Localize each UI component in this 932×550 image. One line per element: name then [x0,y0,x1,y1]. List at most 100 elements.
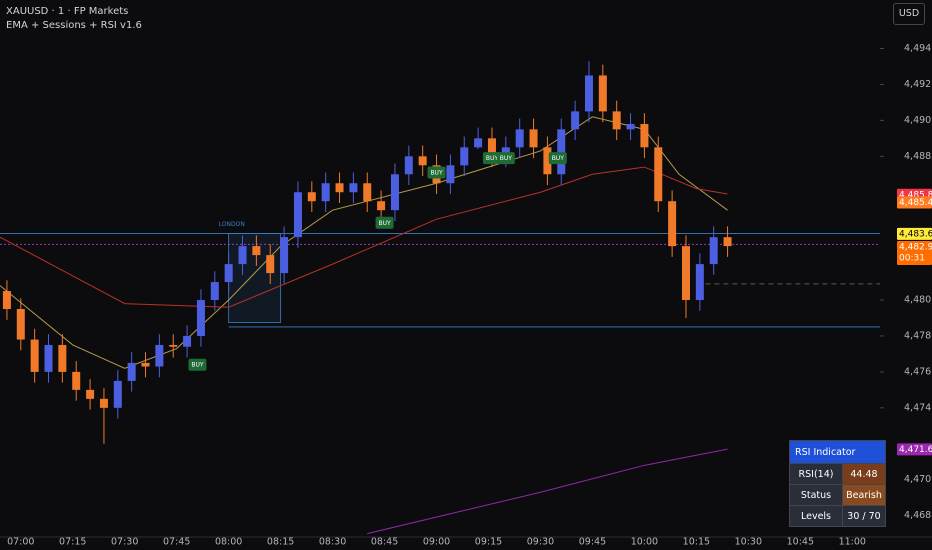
rsi-key: Levels [789,505,843,527]
rsi-key: RSI(14) [789,463,843,485]
signal-box [427,166,446,179]
price-label: 4,485.86 [899,190,932,200]
candle-body [293,192,302,238]
signal-box [482,152,501,165]
price-label-box [897,227,932,240]
x-tick-label: 07:45 [163,537,190,548]
candle-body [86,389,95,399]
price-label: 4,485.43 [899,198,932,208]
candle-body [598,75,607,112]
x-tick-label: 09:15 [475,537,502,548]
candle-body [557,129,566,175]
candle-body [252,246,261,256]
currency-button[interactable]: USD [893,3,925,25]
price-label: 4,482.95 [899,243,932,253]
x-tick-label: 08:45 [371,537,398,548]
signal-label: BUY [552,155,565,162]
candle-body [390,174,399,211]
candle-body [183,335,192,347]
signal-label: BUY [500,155,513,162]
candle-body [377,201,386,211]
candle-body [501,147,510,157]
candle-body [446,165,455,184]
y-tick-label: 4,478.00 [904,330,932,341]
x-tick-label: 07:00 [7,537,34,548]
candle-body [474,138,483,148]
candle-body [695,264,704,301]
candle-body [335,183,344,193]
candle-body [169,344,178,347]
candle-body [58,344,67,372]
rsi-key: Status [789,484,843,506]
y-tick-label: 4,474.00 [904,402,932,413]
signal-label: BUY [430,169,443,176]
y-tick-label: 4,470.00 [904,474,932,485]
x-tick-label: 10:30 [735,537,762,548]
x-tick-label: 08:15 [267,537,294,548]
candle-body [266,255,275,274]
candle-body [626,123,635,130]
signal-box [188,358,207,371]
y-tick-label: 4,490.00 [904,115,932,126]
symbol: XAUUSD · 1 · FP Markets [6,6,129,17]
rsi-title: RSI Indicator [789,440,886,464]
candle-body [571,111,580,130]
candle-body [612,111,621,130]
indicator-line [367,448,728,535]
x-tick-label: 07:30 [111,537,138,548]
x-tick-label: 09:00 [423,537,450,548]
candle-body [640,123,649,148]
x-tick-label: 11:00 [839,537,866,548]
candle-body [349,183,358,193]
candle-body [681,246,690,301]
signal-label: BUY [378,220,391,227]
price-label-box [897,241,932,266]
candle-body [723,237,732,247]
candle-body [321,183,330,202]
candle-body [280,237,289,274]
x-tick-label: 09:30 [527,537,554,548]
y-tick-label: 4,480.00 [904,295,932,306]
signal-label: BUY [486,155,499,162]
indicator-line [0,166,728,308]
price-label: 4,483.68 [899,229,932,239]
candle-body [99,398,108,408]
rsi-table: RSI Indicator RSI(14) 44.48 Status Bearish… [789,440,886,527]
candle-body [584,75,593,112]
x-tick-label: 07:15 [59,537,86,548]
candle-body [30,339,39,372]
x-tick-label: 09:45 [579,537,606,548]
y-tick-label: 4,476.00 [904,366,932,377]
candle-body [668,201,677,247]
candle-body [2,291,11,310]
candle-body [16,309,25,340]
price-label: 4,471.69 [899,445,932,455]
candle-body [238,246,247,265]
candle-body [127,362,136,381]
x-tick-label: 10:15 [683,537,710,548]
header: XAUUSD · 1 · FP Markets EMA + Sessions +… [6,5,142,33]
signal-box [496,152,515,165]
price-countdown: 00:31 [899,254,925,264]
candle-body [460,147,469,166]
signal-box [375,216,394,229]
candle-body [709,237,718,265]
candle-body [72,371,81,390]
signal-label: BUY [191,362,204,369]
candle-body [224,264,233,283]
candle-body [529,129,538,148]
candle-body [113,380,122,408]
candle-body [196,300,205,336]
y-tick-label: 4,468.00 [904,510,932,521]
candle-body [44,344,53,372]
y-tick-label: 4,494.00 [904,43,932,54]
price-label-box [897,196,932,209]
x-tick-label: 10:00 [631,537,658,548]
candle-body [515,129,524,148]
candle-body [141,362,150,367]
price-axis-bg [880,0,932,550]
candle-body [210,282,219,301]
session-label: LONDON [219,221,245,228]
